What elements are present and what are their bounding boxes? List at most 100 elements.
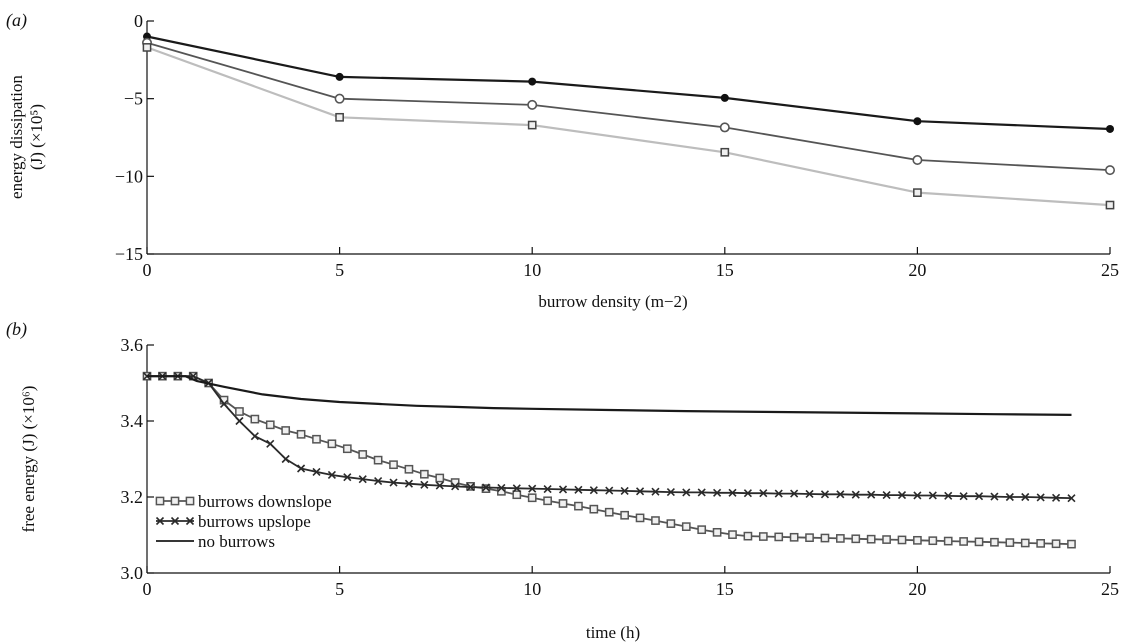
panel-b-series-0-point (928, 536, 938, 546)
panel-a-y-axis-title: energy dissipation (J) (×10⁵) (7, 75, 46, 199)
panel-b-series-0-point (604, 507, 614, 517)
panel-b-series-1-point (343, 473, 352, 482)
panel-b-series-1-point (589, 486, 598, 495)
panel-a-series-0-point (1106, 124, 1114, 133)
panel-b-series-1-point (374, 476, 383, 486)
panel-b-series-1-point (297, 464, 306, 473)
panel-b-label: (b) (6, 319, 27, 340)
panel-b-series-1-point (974, 492, 984, 501)
panel-b-series-1-point (882, 491, 891, 500)
panel-a-y-tick-label: −15 (115, 244, 143, 264)
panel-b-series-0-point (558, 499, 568, 508)
panel-a-x-tick-label: 15 (716, 260, 734, 280)
panel-b-series-0-point (789, 532, 799, 542)
panel-b-y-tick-label: 3.2 (121, 487, 144, 507)
panel-b-x-tick-label: 15 (716, 579, 734, 599)
panel-b-series-0-point (836, 534, 845, 543)
panel-b-series-1-point (404, 479, 414, 488)
panel-b-series-2-line (147, 375, 1072, 416)
panel-b-series-0-point (574, 501, 583, 511)
panel-b-series-1-point (867, 490, 876, 499)
panel-b-axes: 3.6 3.4 3.2 3.00 5 10 15 20 25 (121, 335, 1120, 599)
panel-b-series-0-point (589, 504, 599, 514)
panel-b-series-0-point (620, 510, 629, 520)
panel-b-series-0-point (543, 496, 552, 506)
legend-marker (170, 516, 180, 526)
panel-a-label: (a) (6, 10, 27, 31)
panel-b-y-title: free energy (J) (×10⁶) (19, 386, 38, 533)
panel-b-series-1-point (1021, 492, 1030, 502)
panel-b-series-1-point (250, 432, 259, 441)
panel-b-series-0-point (851, 534, 861, 544)
legend-item: no burrows (156, 532, 275, 551)
panel-b-series-1-point (635, 487, 645, 496)
panel-b-series-0-point (882, 535, 891, 544)
legend-marker (155, 496, 165, 506)
panel-b-series-1-point (805, 489, 814, 499)
panel-b-series-1-point (897, 491, 907, 500)
panel-a-x-tick-label: 0 (143, 260, 152, 280)
panel-b-series-0-point (235, 407, 244, 416)
panel-a-series-1-point (1105, 165, 1116, 176)
panel-b-series-0-point (758, 532, 768, 541)
panel-a-series-1-point (527, 99, 538, 110)
panel-b-series-1-point (574, 485, 583, 494)
panel-a-series-2-point (142, 43, 152, 52)
panel-a-x-tick-label: 10 (523, 260, 541, 280)
panel-b-series-0-point (404, 464, 414, 474)
panel-b-series-1-point (435, 481, 444, 490)
panel-b-series-1-point (913, 491, 922, 500)
panel-b-series-1-point (990, 492, 999, 501)
panel-b-series-0-point (342, 444, 352, 454)
panel-b-series-1-point (451, 482, 460, 491)
panel-b-series-1-point (466, 483, 475, 492)
panel-b-series-1-point (820, 490, 830, 499)
panel-b-series-0-point (358, 450, 368, 459)
panel-b-series-0-point (435, 473, 445, 483)
panel-b-series-0-point (419, 469, 429, 479)
panel-a-series-1-point (912, 155, 923, 166)
legend-label: burrows downslope (198, 492, 332, 511)
panel-b-series-0-point (512, 490, 522, 500)
panel-b-series-1-point (851, 490, 860, 499)
panel-b-series-0-point (913, 535, 922, 545)
panel-a-series-2-point (527, 120, 537, 130)
panel-a-x-tick-label: 20 (908, 260, 926, 280)
panel-b-series-1-point (481, 483, 491, 492)
panel-b-series-1-point (389, 478, 398, 487)
panel-b-series-0-point (373, 455, 383, 465)
panel-a-series-2-line (146, 46, 1111, 207)
panel-a-series-1-point (334, 93, 345, 104)
panel-a-series (142, 32, 1116, 210)
panel-b-series-1-point (697, 488, 706, 497)
panel-b-series-1-point (651, 487, 660, 496)
legend-marker (185, 496, 195, 506)
panel-b-series-0-point (959, 537, 968, 546)
panel-b-series-1-point (1052, 493, 1061, 502)
panel-b-series-1-point (358, 475, 367, 484)
panel-b-series-0-point (389, 460, 398, 470)
panel-b-series-1-point (959, 492, 968, 501)
legend-label: burrows upslope (198, 512, 311, 531)
panel-b-series-1-point (497, 483, 506, 492)
panel-b-series-0-point (296, 429, 306, 439)
panel-b-series-0-point (651, 516, 660, 525)
panel-b-y-axis-title: free energy (J) (×10⁶) (19, 386, 38, 533)
panel-a-y-title-line1: energy dissipation (7, 75, 26, 199)
panel-b-x-tick-label: 10 (523, 579, 541, 599)
panel-b-series-1-point (512, 484, 521, 493)
panel-b-series-1-point (1067, 494, 1076, 503)
panel-b-series-0-point (743, 531, 753, 541)
panel-b-series-1-point (266, 439, 275, 448)
panel-b-free-energy: (b) free energy (J) (×10⁶) 3.6 3.4 3.2 3.00… (6, 319, 1119, 642)
panel-b-series-1-line (147, 375, 1072, 499)
panel-b-series-1-point (944, 491, 953, 500)
panel-b-series-1-point (666, 487, 675, 497)
panel-b-series-1-point (713, 488, 722, 497)
legend-label: no burrows (198, 532, 275, 551)
panel-a-axes: 0−5−10−150 5 10 15 20 25 (115, 11, 1119, 280)
panel-b-series-1-point (836, 490, 845, 499)
panel-b-series-1-point (528, 484, 537, 493)
panel-a-x-axis-title: burrow density (m−2) (538, 292, 687, 311)
